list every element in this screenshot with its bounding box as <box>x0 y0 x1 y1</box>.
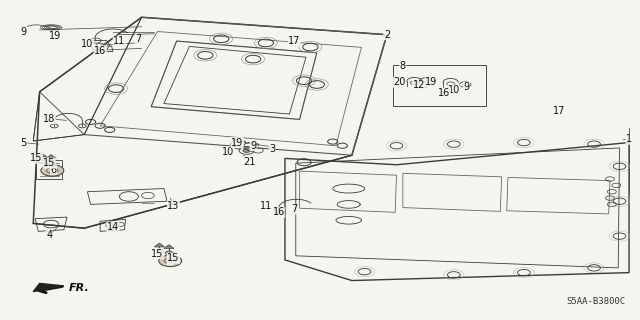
Text: 8: 8 <box>400 61 406 71</box>
Polygon shape <box>46 155 56 158</box>
Text: 16: 16 <box>94 45 106 56</box>
Circle shape <box>156 250 163 253</box>
Text: 9: 9 <box>20 27 27 36</box>
Circle shape <box>159 255 182 267</box>
Text: 15: 15 <box>43 158 56 168</box>
Text: 16: 16 <box>273 207 285 217</box>
Text: 5: 5 <box>20 138 27 148</box>
Text: 10: 10 <box>448 85 460 95</box>
Text: 11: 11 <box>113 36 125 46</box>
Text: 20: 20 <box>394 77 406 87</box>
Text: 6: 6 <box>167 255 173 265</box>
Polygon shape <box>36 153 47 157</box>
Text: 7: 7 <box>291 204 298 214</box>
Text: 11: 11 <box>260 201 272 211</box>
Text: 12: 12 <box>413 80 425 91</box>
Text: 4: 4 <box>46 229 52 240</box>
Text: 10: 10 <box>221 147 234 157</box>
Text: 1: 1 <box>626 134 632 144</box>
Text: 3: 3 <box>269 144 275 154</box>
Text: 17: 17 <box>289 36 301 46</box>
Text: 17: 17 <box>553 106 565 116</box>
Circle shape <box>47 161 55 165</box>
Text: 15: 15 <box>30 153 43 164</box>
Text: 16: 16 <box>438 88 451 98</box>
Polygon shape <box>164 245 174 249</box>
Polygon shape <box>33 284 64 292</box>
Text: 7: 7 <box>135 35 141 44</box>
Text: 9: 9 <box>250 141 256 151</box>
Text: 9: 9 <box>463 82 470 92</box>
Text: 19: 19 <box>231 138 243 148</box>
Text: 21: 21 <box>244 156 256 167</box>
Circle shape <box>41 165 64 176</box>
Circle shape <box>165 251 173 255</box>
Text: 14: 14 <box>107 222 119 232</box>
Text: 6: 6 <box>51 164 57 174</box>
Text: 2: 2 <box>384 30 390 40</box>
Text: 10: 10 <box>81 39 93 49</box>
Text: 13: 13 <box>167 201 180 211</box>
Text: S5AA-B3800C: S5AA-B3800C <box>567 297 626 306</box>
Text: FR.: FR. <box>68 284 89 293</box>
Circle shape <box>38 159 45 163</box>
Circle shape <box>243 148 250 152</box>
Text: 15: 15 <box>167 253 180 263</box>
Text: 15: 15 <box>151 249 164 259</box>
Text: 19: 19 <box>49 31 61 41</box>
Text: 18: 18 <box>43 114 55 124</box>
Text: 19: 19 <box>426 77 438 87</box>
Polygon shape <box>154 243 164 247</box>
